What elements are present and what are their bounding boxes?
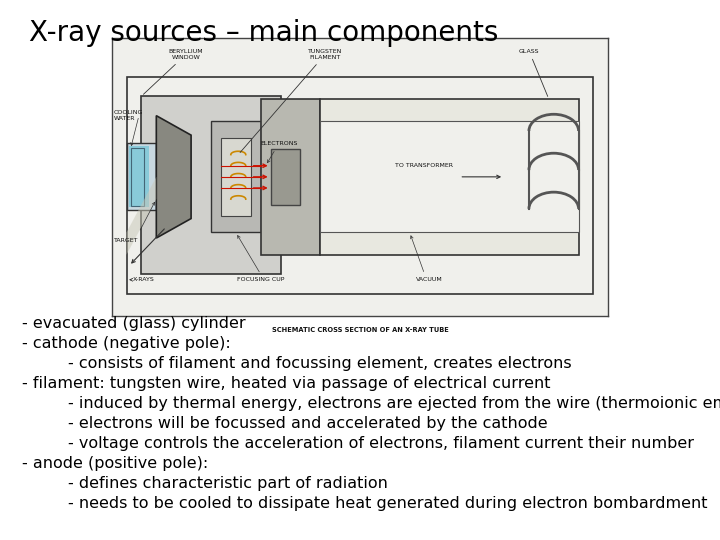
Text: COOLING
WATER: COOLING WATER xyxy=(114,110,143,121)
Bar xyxy=(320,99,579,255)
Bar xyxy=(221,138,251,216)
Text: VACUUM: VACUUM xyxy=(416,277,443,282)
Text: SCHEMATIC CROSS SECTION OF AN X-RAY TUBE: SCHEMATIC CROSS SECTION OF AN X-RAY TUBE xyxy=(271,327,449,333)
Text: X-ray sources – main components: X-ray sources – main components xyxy=(29,19,498,47)
Text: - anode (positive pole):: - anode (positive pole): xyxy=(22,456,208,471)
Text: - electrons will be focussed and accelerated by the cathode: - electrons will be focussed and acceler… xyxy=(68,416,548,431)
Text: TO TRANSFORMER: TO TRANSFORMER xyxy=(395,163,453,168)
Bar xyxy=(129,146,149,207)
Text: BERYLLIUM
WINDOW: BERYLLIUM WINDOW xyxy=(143,49,204,94)
Bar xyxy=(261,99,320,255)
Text: - induced by thermal energy, electrons are ejected from the wire (thermoionic em: - induced by thermal energy, electrons a… xyxy=(68,396,720,411)
Polygon shape xyxy=(156,116,191,238)
Text: FOCUSING CUP: FOCUSING CUP xyxy=(237,277,284,282)
Text: - needs to be cooled to dissipate heat generated during electron bombardment: - needs to be cooled to dissipate heat g… xyxy=(68,496,708,511)
Bar xyxy=(141,96,281,274)
Bar xyxy=(132,147,144,206)
Text: - consists of filament and focussing element, creates electrons: - consists of filament and focussing ele… xyxy=(68,356,572,371)
Bar xyxy=(211,122,261,232)
Text: - defines characteristic part of radiation: - defines characteristic part of radiati… xyxy=(68,476,388,491)
Text: - voltage controls the acceleration of electrons, filament current their number: - voltage controls the acceleration of e… xyxy=(68,436,694,451)
Text: - evacuated (glass) cylinder: - evacuated (glass) cylinder xyxy=(22,316,246,331)
Bar xyxy=(320,122,579,232)
Bar xyxy=(271,149,300,205)
Polygon shape xyxy=(127,177,156,255)
Text: X-RAYS: X-RAYS xyxy=(133,277,155,282)
Text: TARGET: TARGET xyxy=(114,238,138,244)
Text: ELECTRONS: ELECTRONS xyxy=(261,141,298,146)
Bar xyxy=(127,144,156,210)
Text: GLASS: GLASS xyxy=(519,49,548,97)
Text: TUNGSTEN
FILAMENT: TUNGSTEN FILAMENT xyxy=(240,49,343,152)
Text: - filament: tungsten wire, heated via passage of electrical current: - filament: tungsten wire, heated via pa… xyxy=(22,376,550,391)
Text: - cathode (negative pole):: - cathode (negative pole): xyxy=(22,336,230,351)
